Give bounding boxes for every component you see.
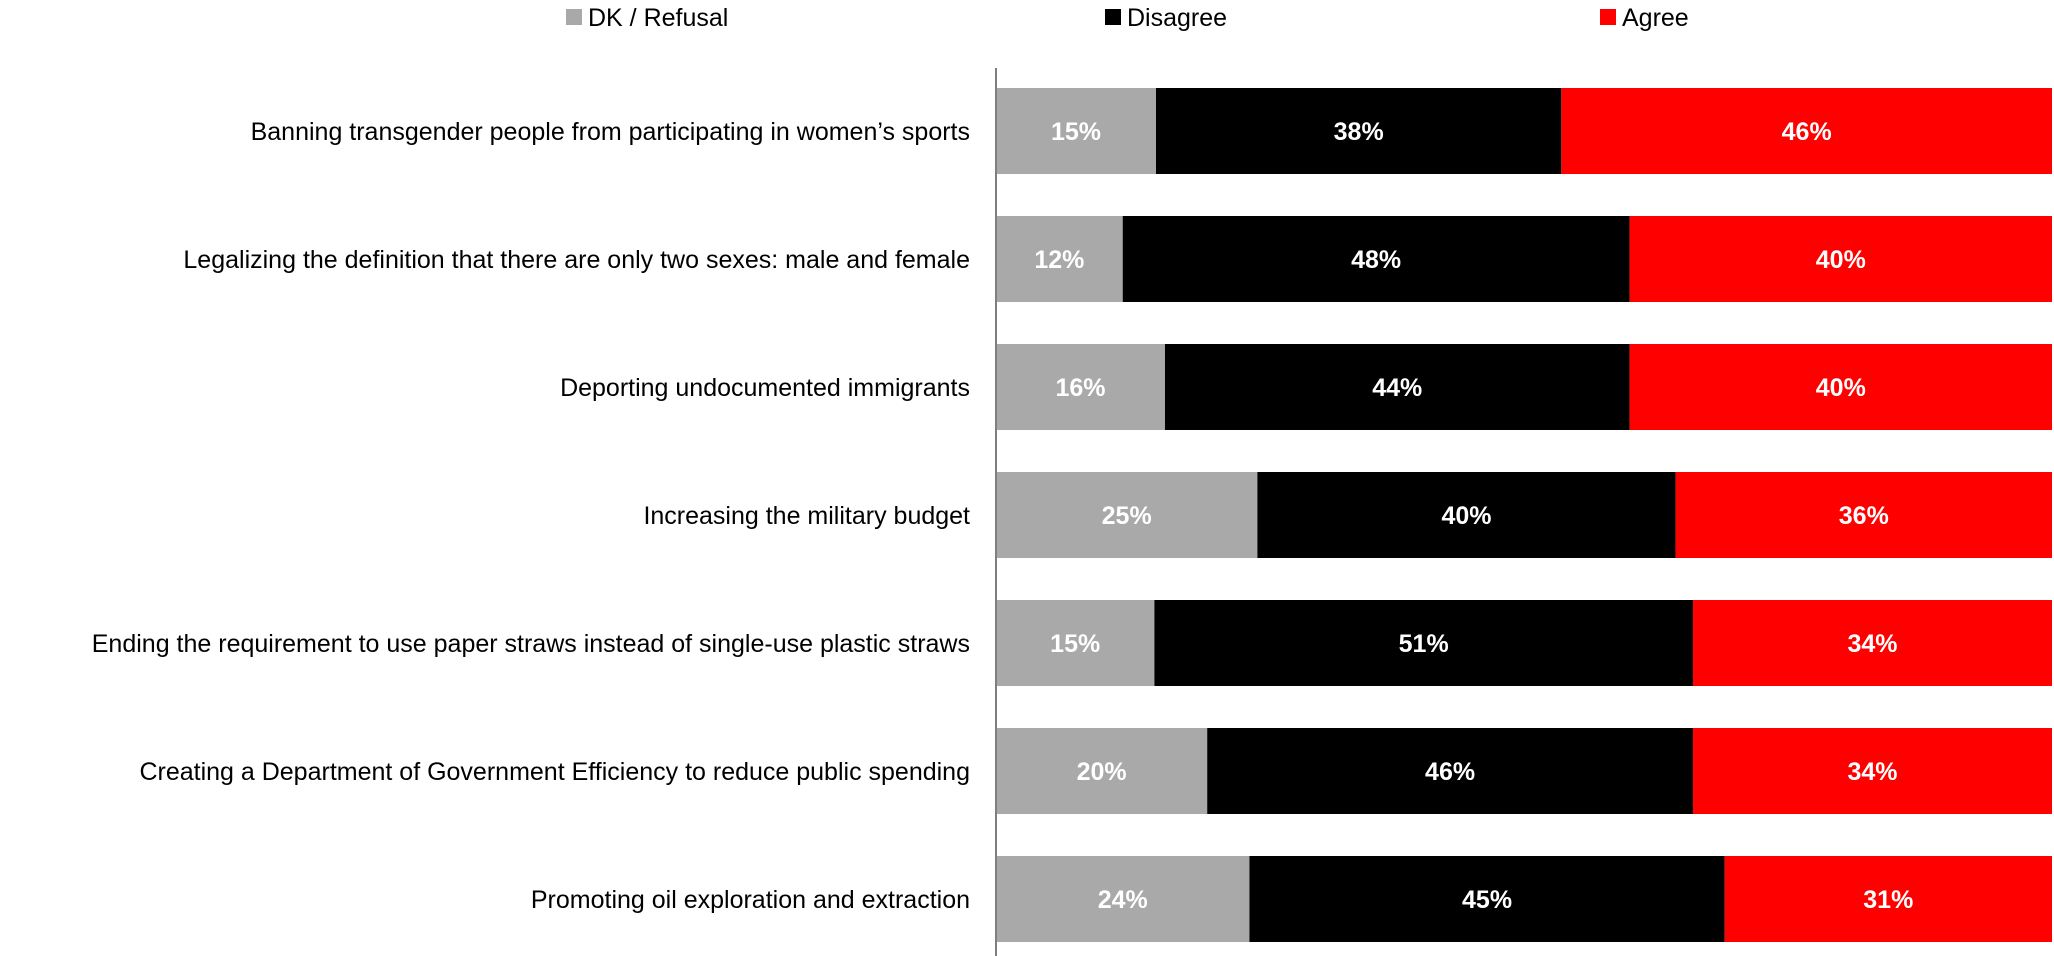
legend-swatch-dk-refusal xyxy=(566,9,582,25)
category-label: Ending the requirement to use paper stra… xyxy=(92,630,970,658)
data-label-dk-refusal: 25% xyxy=(1102,502,1152,530)
legend-label-dk-refusal: DK / Refusal xyxy=(588,4,728,32)
bar-segment-agree xyxy=(1692,600,2052,686)
data-label-disagree: 44% xyxy=(1372,374,1422,402)
bar-segment-disagree xyxy=(1257,472,1676,558)
data-label-disagree: 40% xyxy=(1441,502,1491,530)
legend-swatch-agree xyxy=(1600,9,1616,25)
data-label-agree: 34% xyxy=(1847,630,1897,658)
bar-segment-agree xyxy=(1629,344,2052,430)
legend-swatch-disagree xyxy=(1105,9,1121,25)
data-label-disagree: 38% xyxy=(1334,118,1384,146)
data-label-agree: 46% xyxy=(1782,118,1832,146)
data-label-dk-refusal: 12% xyxy=(1034,246,1084,274)
data-label-dk-refusal: 15% xyxy=(1050,630,1100,658)
bar-segment-disagree xyxy=(1249,856,1725,942)
bar-segment-dk-refusal xyxy=(996,88,1156,174)
bar-segment-agree xyxy=(1561,88,2052,174)
bar-segment-dk-refusal xyxy=(996,856,1250,942)
bar-segment-agree xyxy=(1724,856,2052,942)
bar-segment-dk-refusal xyxy=(996,216,1123,302)
data-label-dk-refusal: 20% xyxy=(1077,758,1127,786)
bar-segment-agree xyxy=(1692,728,2052,814)
data-label-dk-refusal: 15% xyxy=(1051,118,1101,146)
bar-segment-disagree xyxy=(1154,600,1693,686)
category-label: Promoting oil exploration and extraction xyxy=(531,886,970,914)
category-label: Deporting undocumented immigrants xyxy=(560,374,970,402)
data-label-agree: 40% xyxy=(1816,374,1866,402)
data-label-dk-refusal: 24% xyxy=(1098,886,1148,914)
bars xyxy=(996,88,2052,942)
bar-segment-agree xyxy=(1629,216,2052,302)
bar-segment-disagree xyxy=(1207,728,1693,814)
category-labels: Banning transgender people from particip… xyxy=(92,118,970,914)
category-label: Increasing the military budget xyxy=(643,502,970,530)
category-label: Legalizing the definition that there are… xyxy=(183,246,970,274)
bar-segment-disagree xyxy=(1122,216,1630,302)
bar-segment-dk-refusal xyxy=(996,600,1155,686)
data-label-disagree: 51% xyxy=(1399,630,1449,658)
data-label-disagree: 45% xyxy=(1462,886,1512,914)
legend-label-disagree: Disagree xyxy=(1127,4,1227,32)
bar-segment-dk-refusal xyxy=(996,472,1258,558)
data-label-agree: 40% xyxy=(1816,246,1866,274)
category-label: Banning transgender people from particip… xyxy=(251,118,970,146)
data-label-disagree: 48% xyxy=(1351,246,1401,274)
data-label-agree: 36% xyxy=(1839,502,1889,530)
bar-segment-dk-refusal xyxy=(996,344,1165,430)
category-label: Creating a Department of Government Effi… xyxy=(139,758,970,786)
bar-segment-dk-refusal xyxy=(996,728,1208,814)
bar-segment-agree xyxy=(1675,472,2052,558)
chart-legend: DK / Refusal Disagree Agree xyxy=(566,4,1689,32)
data-label-agree: 34% xyxy=(1847,758,1897,786)
data-label-dk-refusal: 16% xyxy=(1055,374,1105,402)
data-label-agree: 31% xyxy=(1863,886,1913,914)
legend-label-agree: Agree xyxy=(1622,4,1689,32)
data-label-disagree: 46% xyxy=(1425,758,1475,786)
bar-segment-disagree xyxy=(1164,344,1630,430)
bar-segment-disagree xyxy=(1156,88,1562,174)
data-labels: 15% 38% 46% 12% 48% 40% 16% 44% 40% 25% 40% 36% 15% 5… xyxy=(1034,118,1913,914)
